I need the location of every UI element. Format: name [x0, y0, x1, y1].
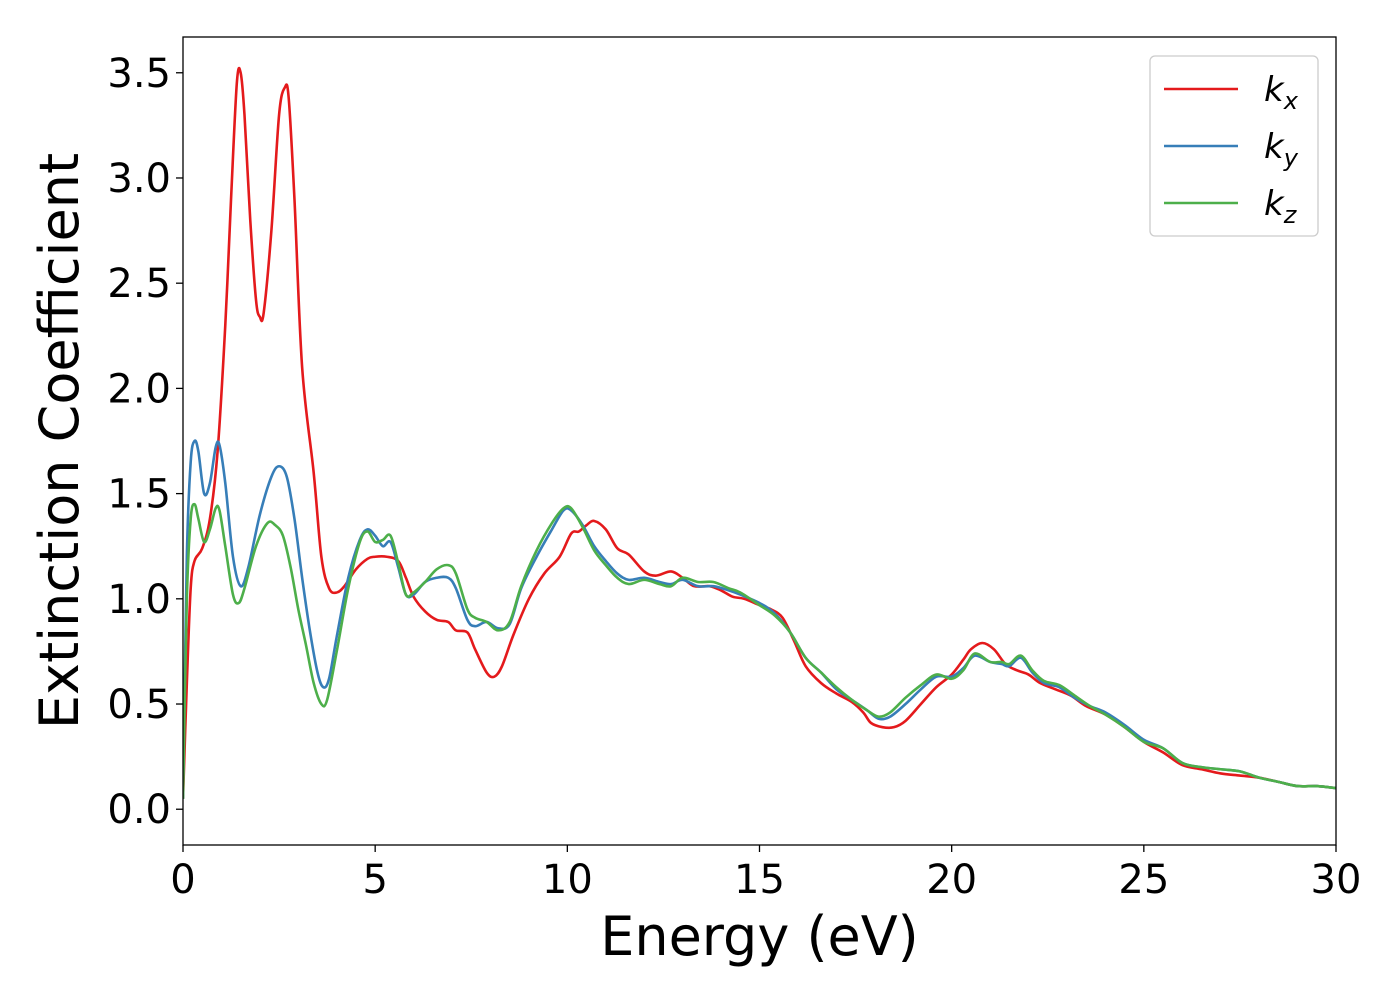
x-axis-label: Energy (eV) — [600, 905, 919, 968]
x-axis: 0 5 10 15 20 25 30 — [170, 845, 1361, 903]
x-tick-label: 5 — [362, 857, 387, 903]
x-tick-label: 10 — [542, 857, 593, 903]
series-layer — [183, 66, 1336, 799]
y-tick-label: 2.5 — [107, 261, 171, 307]
series-line-k-z — [183, 502, 1336, 799]
y-tick-label: 2.0 — [107, 366, 171, 412]
y-axis: 0.0 0.5 1.0 1.5 2.0 2.5 3.0 3.5 — [107, 51, 183, 833]
y-tick-label: 1.5 — [107, 472, 171, 518]
series-line-k-x — [183, 66, 1336, 799]
x-tick-label: 20 — [926, 857, 977, 903]
x-tick-label: 30 — [1311, 857, 1362, 903]
legend: kx ky kz — [1149, 55, 1319, 237]
legend-label-k-z: kz — [1264, 184, 1298, 229]
legend-label-k-x: kx — [1264, 70, 1299, 115]
y-tick-label: 0.0 — [107, 787, 171, 833]
y-tick-label: 0.5 — [107, 682, 171, 728]
x-tick-label: 0 — [170, 857, 195, 903]
x-tick-label: 15 — [734, 857, 785, 903]
x-tick-label: 25 — [1118, 857, 1169, 903]
series-line-k-y — [183, 439, 1336, 799]
y-axis-label: Extinction Coefficient — [28, 153, 91, 729]
legend-label-k-y: ky — [1264, 127, 1299, 172]
y-tick-label: 3.0 — [107, 156, 171, 202]
y-tick-label: 1.0 — [107, 577, 171, 623]
y-tick-label: 3.5 — [107, 51, 171, 97]
